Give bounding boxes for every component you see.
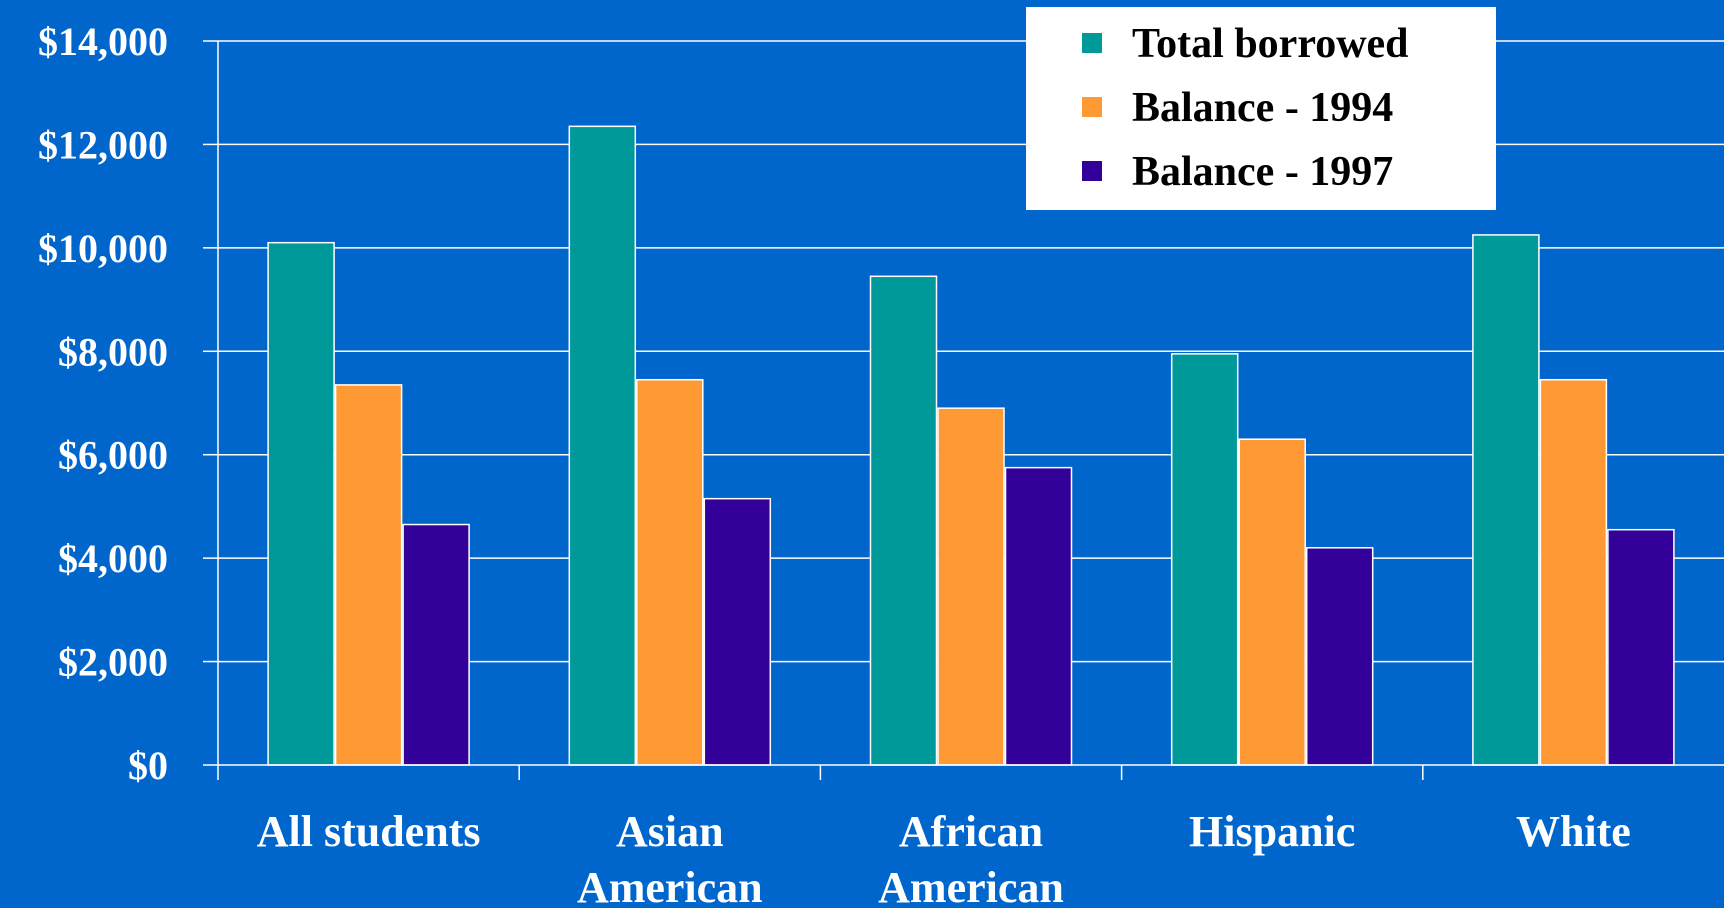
bar-balance-1997 [703,497,772,766]
bars [267,125,1675,766]
legend-label: Balance - 1994 [1132,85,1393,131]
x-category-label: African [899,807,1043,856]
legend-box [1026,7,1496,210]
y-tick-label: $2,000 [58,640,168,685]
x-category-label: All students [257,807,481,856]
y-tick-label: $8,000 [58,329,168,374]
y-tick-label: $12,000 [38,122,168,167]
bar-total-borrowed [1170,353,1239,766]
bar-balance-1997 [1305,547,1374,766]
x-category-label: American [577,863,763,908]
legend-swatch [1082,97,1102,117]
legend-label: Total borrowed [1132,21,1409,67]
x-category-label: White [1516,807,1631,856]
y-tick-label: $10,000 [38,226,168,271]
x-category-label: Asian [616,807,724,856]
legend: Total borrowed Balance - 1994 Balance - 19… [1026,7,1496,210]
legend-swatch [1082,33,1102,53]
legend-swatch [1082,161,1102,181]
bar-total-borrowed [1472,234,1540,766]
y-tick-label: $4,000 [58,536,168,581]
bar-balance-1994 [937,407,1005,766]
y-tick-label: $6,000 [58,433,168,478]
y-tick-label: $14,000 [38,19,168,64]
bar-balance-1994 [1539,378,1608,766]
x-category-label: Hispanic [1189,807,1355,856]
bar-balance-1997 [1607,528,1675,766]
category-labels: All students Asian American African American… [257,807,1631,908]
bar-balance-1997 [1004,466,1073,766]
x-category-label: American [878,863,1064,908]
legend-label: Balance - 1997 [1132,149,1393,195]
bar-balance-1997 [402,523,470,766]
axes [203,40,1724,780]
bar-total-borrowed [568,125,637,766]
bar-total-borrowed [869,275,938,766]
bar-total-borrowed [267,241,335,766]
bar-balance-1994 [636,378,704,766]
y-tick-label: $0 [128,743,168,788]
bar-balance-1994 [334,384,403,766]
y-tick-labels: $0 $2,000 $4,000 $6,000 $8,000 $10,000 $12,000… [38,19,168,788]
bar-balance-1994 [1238,438,1306,766]
